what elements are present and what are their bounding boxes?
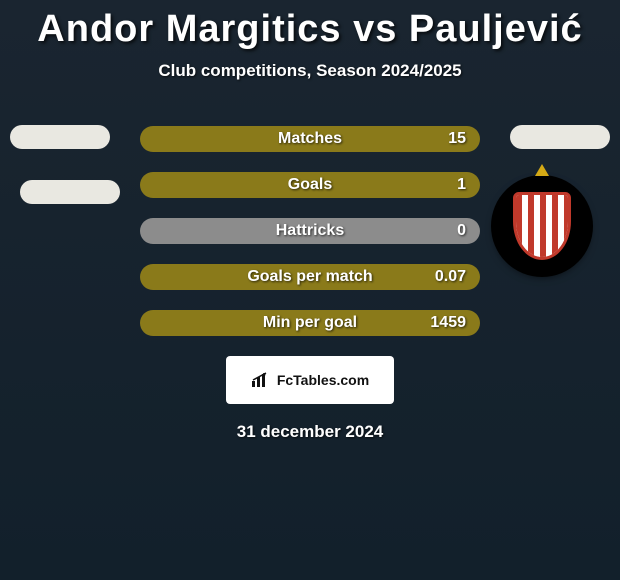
stat-value-right: 1459 xyxy=(430,314,466,332)
stat-pill: Matches 15 xyxy=(140,126,480,152)
stats-container: Matches 15 Goals 1 Hattricks 0 Goals per match… xyxy=(0,126,620,336)
stat-row: Hattricks 0 xyxy=(0,218,620,244)
stat-row: Goals per match 0.07 xyxy=(0,264,620,290)
stat-pill: Goals per match 0.07 xyxy=(140,264,480,290)
stat-label: Goals per match xyxy=(247,268,372,286)
stat-pill: Goals 1 xyxy=(140,172,480,198)
site-attribution[interactable]: FcTables.com xyxy=(226,356,394,404)
stat-row: Goals 1 xyxy=(0,172,620,198)
site-label: FcTables.com xyxy=(277,372,369,388)
date-label: 31 december 2024 xyxy=(0,422,620,442)
page-subtitle: Club competitions, Season 2024/2025 xyxy=(0,61,620,81)
stat-pill: Min per goal 1459 xyxy=(140,310,480,336)
stat-value-right: 0 xyxy=(457,222,466,240)
page-title: Andor Margitics vs Pauljević xyxy=(0,0,620,51)
stat-value-right: 15 xyxy=(448,130,466,148)
stat-label: Matches xyxy=(278,130,342,148)
stat-label: Goals xyxy=(288,176,332,194)
stat-row: Min per goal 1459 xyxy=(0,310,620,336)
stat-pill: Hattricks 0 xyxy=(140,218,480,244)
stat-label: Min per goal xyxy=(263,314,357,332)
bar-chart-icon xyxy=(251,372,271,388)
stat-row: Matches 15 xyxy=(0,126,620,152)
stat-value-right: 1 xyxy=(457,176,466,194)
stat-value-right: 0.07 xyxy=(435,268,466,286)
stat-label: Hattricks xyxy=(276,222,344,240)
